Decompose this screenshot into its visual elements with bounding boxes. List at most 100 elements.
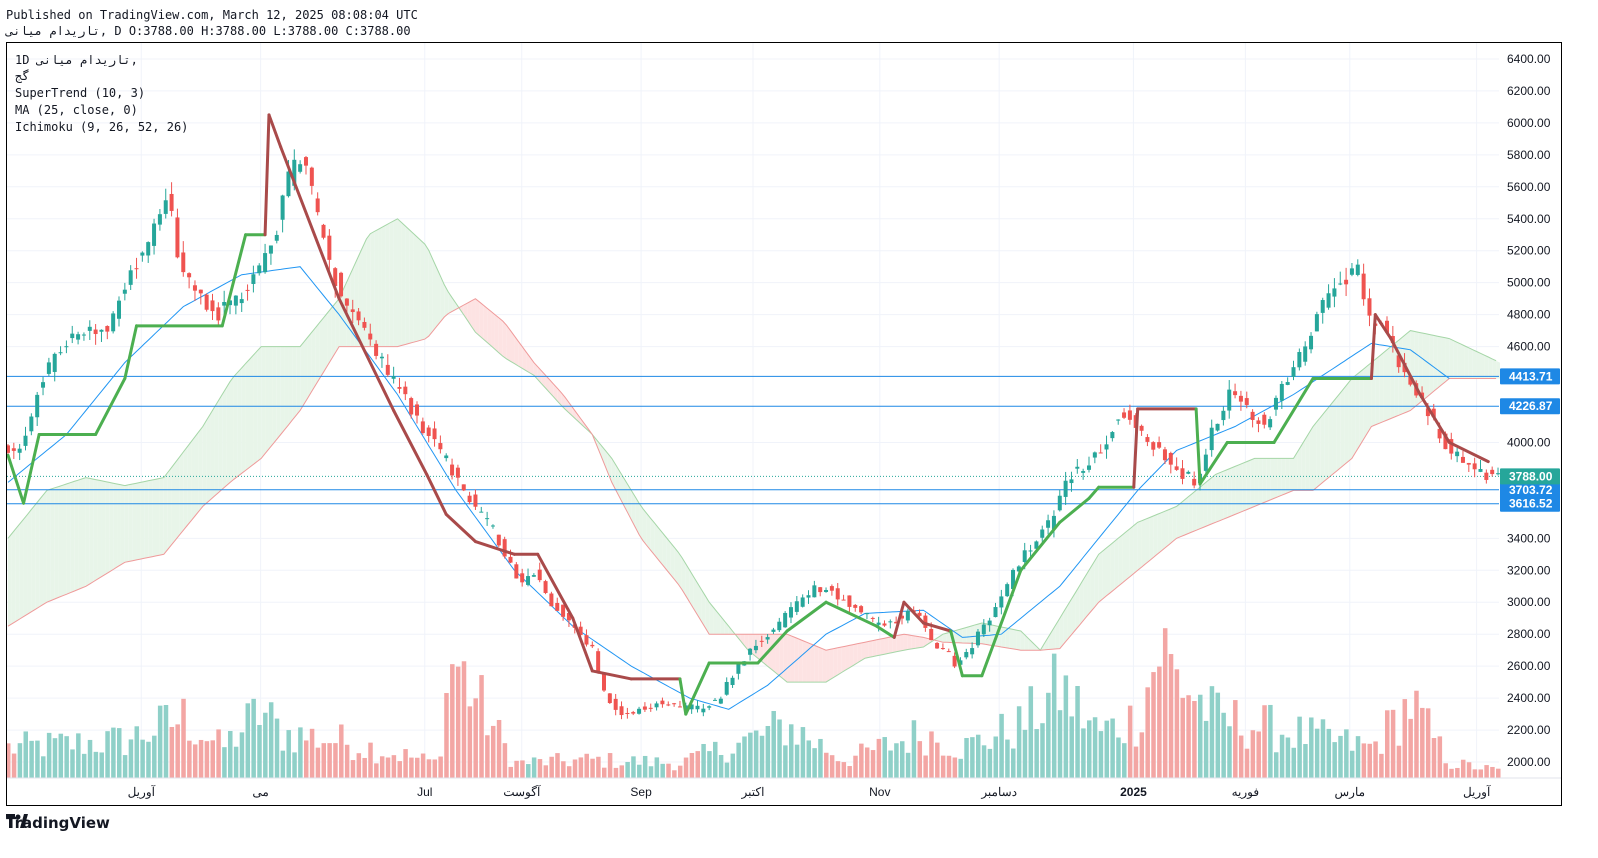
volume-bar bbox=[502, 743, 508, 778]
volume-bar bbox=[999, 713, 1004, 778]
candle-body bbox=[806, 595, 811, 598]
ichimoku-cloud-segment bbox=[198, 426, 203, 512]
y-tick-label: 2800.00 bbox=[1507, 627, 1551, 641]
candle-body bbox=[654, 703, 659, 708]
tradingview-logo[interactable]: TradingView bbox=[6, 814, 110, 832]
volume-bar bbox=[713, 741, 718, 778]
volume-bar bbox=[268, 702, 274, 778]
supertrend-segment bbox=[94, 377, 127, 436]
candle-body bbox=[1221, 410, 1226, 421]
candle-body bbox=[403, 386, 408, 395]
y-tick-label: 5400.00 bbox=[1507, 212, 1551, 226]
candle-body bbox=[520, 573, 525, 583]
candle-body bbox=[1279, 383, 1284, 401]
legend-ma[interactable]: MA (25, close, 0) bbox=[15, 103, 138, 117]
ichimoku-cloud-segment bbox=[491, 311, 495, 350]
volume-bar bbox=[841, 762, 847, 778]
volume-bar bbox=[1379, 753, 1384, 778]
volume-bar bbox=[333, 743, 338, 778]
candle-body bbox=[625, 712, 630, 714]
ichimoku-cloud-segment bbox=[85, 477, 90, 587]
ichimoku-cloud-segment bbox=[70, 481, 75, 593]
supertrend-segment bbox=[1389, 337, 1422, 397]
volume-bar bbox=[940, 755, 946, 778]
legend-supertrend[interactable]: SuperTrend (10, 3) bbox=[15, 86, 146, 100]
ichimoku-cloud-segment bbox=[210, 407, 215, 500]
ichimoku-cloud-segment bbox=[163, 472, 168, 555]
ichimoku-cloud-segment bbox=[662, 532, 667, 570]
volume-bar bbox=[654, 757, 660, 778]
candle-body bbox=[385, 364, 390, 375]
ichimoku-cloud-segment bbox=[206, 413, 211, 503]
ichimoku-cloud-segment bbox=[748, 634, 753, 654]
ichimoku-cloud-segment bbox=[1410, 330, 1415, 411]
ichimoku-cloud-segment bbox=[1274, 458, 1278, 499]
candle-body bbox=[1455, 451, 1460, 457]
volume-bar bbox=[1145, 687, 1150, 778]
chart-frame[interactable]: 6400.00 6200.00 6000.00 5800.00 5600.00 5400.… bbox=[6, 42, 1562, 806]
supertrend-segment bbox=[902, 600, 925, 625]
ichimoku-cloud-segment bbox=[280, 346, 285, 435]
ichimoku-cloud-segment bbox=[864, 641, 869, 659]
ichimoku-cloud-segment bbox=[1285, 458, 1290, 494]
candle-body bbox=[70, 333, 75, 339]
candle-body bbox=[1320, 300, 1325, 313]
volume-bar bbox=[1443, 763, 1448, 778]
volume-bar bbox=[759, 735, 765, 778]
ichimoku-cloud-segment bbox=[81, 477, 86, 588]
legend-symbol[interactable]: 1D تاریدام میانی, bbox=[15, 53, 138, 67]
ichimoku-cloud-segment bbox=[148, 480, 153, 558]
volume-bar bbox=[29, 740, 34, 778]
ichimoku-cloud-segment bbox=[1320, 412, 1325, 484]
candle-body bbox=[1180, 468, 1185, 479]
ichimoku-cloud-segment bbox=[230, 376, 234, 483]
candle-body bbox=[514, 564, 519, 579]
candle-body bbox=[1496, 473, 1501, 475]
candle-body bbox=[1203, 454, 1208, 471]
volume-bar bbox=[479, 675, 484, 778]
candle-body bbox=[111, 313, 116, 332]
candle-body bbox=[362, 321, 367, 328]
supertrend-segment bbox=[1373, 313, 1393, 341]
ichimoku-cloud-segment bbox=[763, 634, 768, 667]
ichimoku-cloud-segment bbox=[257, 346, 262, 462]
ichimoku-cloud-segment bbox=[101, 480, 106, 577]
candle-body bbox=[251, 274, 256, 284]
volume-bar bbox=[788, 724, 794, 778]
volume-bar bbox=[1437, 736, 1443, 778]
candle-body bbox=[1057, 495, 1062, 511]
volume-bar bbox=[882, 737, 887, 778]
ichimoku-cloud-segment bbox=[62, 484, 67, 596]
volume-bar bbox=[917, 741, 923, 778]
ichimoku-cloud-segment bbox=[459, 305, 464, 315]
candle-body bbox=[1016, 566, 1021, 572]
candle-body bbox=[543, 581, 548, 593]
volume-bar bbox=[637, 764, 642, 778]
volume-bar bbox=[1162, 628, 1168, 778]
candle-body bbox=[315, 198, 320, 213]
volume-bar bbox=[835, 761, 841, 778]
legend-ichimoku[interactable]: Ichimoku (9, 26, 52, 26) bbox=[15, 120, 189, 134]
volume-bar bbox=[677, 765, 683, 778]
ichimoku-cloud-segment bbox=[1079, 579, 1084, 626]
supertrend-segment bbox=[1418, 393, 1451, 444]
candle-body bbox=[929, 628, 934, 641]
ichimoku-cloud-segment bbox=[1098, 551, 1103, 603]
ichimoku-cloud-segment bbox=[576, 413, 581, 424]
ichimoku-cloud-segment bbox=[374, 229, 379, 347]
volume-bar bbox=[1385, 710, 1390, 778]
price-chart[interactable]: 6400.00 6200.00 6000.00 5800.00 5600.00 5400.… bbox=[7, 43, 1561, 805]
ichimoku-cloud-segment bbox=[144, 480, 149, 559]
volume-bar bbox=[1157, 666, 1162, 778]
ichimoku-cloud-segment bbox=[779, 634, 784, 679]
candle-body bbox=[1326, 293, 1331, 308]
ichimoku-cloud-segment bbox=[1355, 372, 1360, 453]
volume-bar bbox=[543, 765, 549, 778]
ichimoku-cloud-segment bbox=[642, 508, 647, 546]
candle-body bbox=[993, 607, 998, 618]
candle-body bbox=[175, 217, 180, 258]
volume-bar bbox=[1011, 748, 1016, 778]
volume-bar bbox=[23, 731, 29, 778]
supertrend-segment bbox=[22, 432, 41, 505]
volume-bar bbox=[718, 754, 724, 778]
